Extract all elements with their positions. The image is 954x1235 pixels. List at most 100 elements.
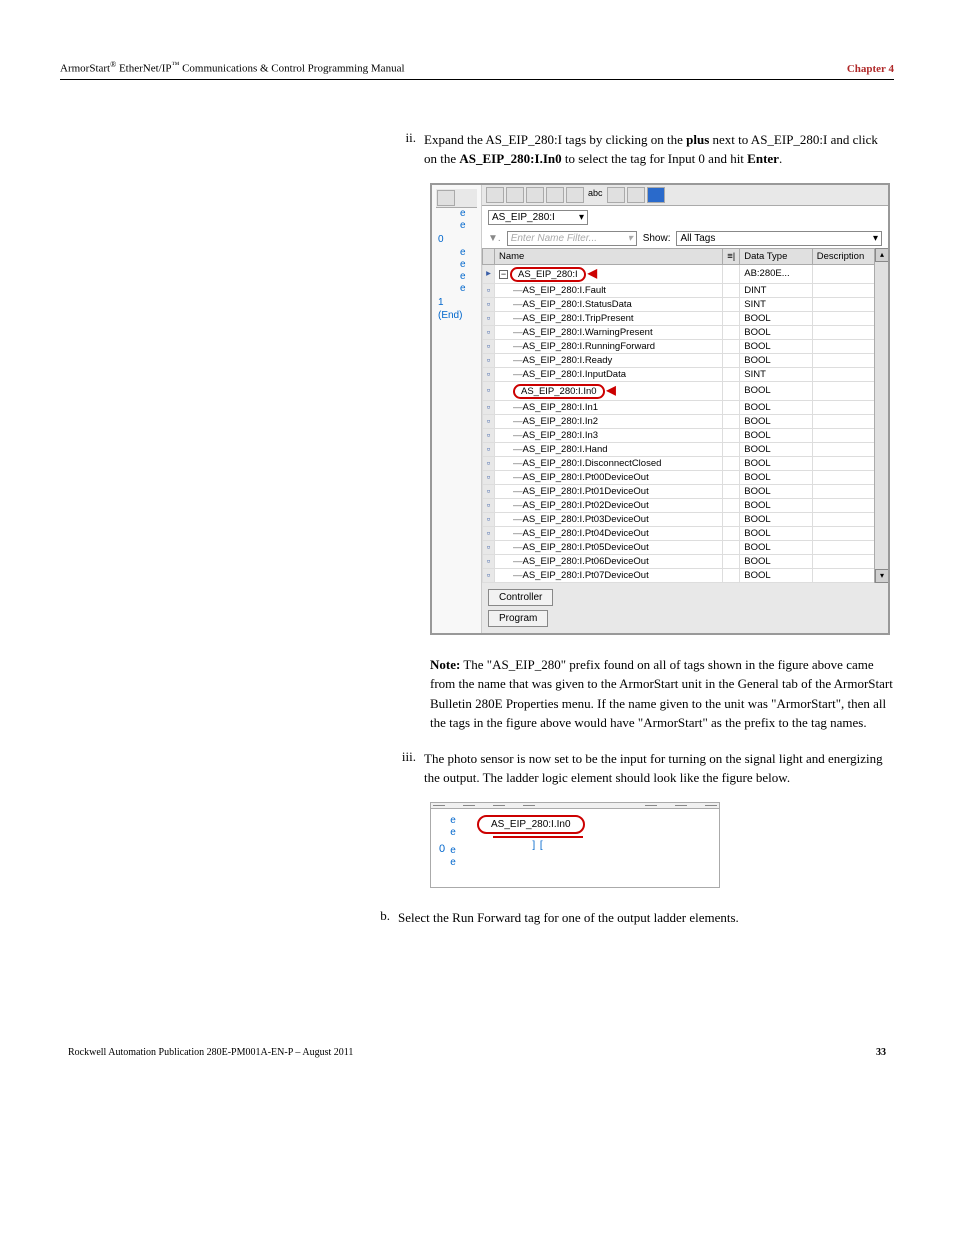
scroll-up-icon[interactable]: ▴ — [875, 248, 888, 262]
row-icon: ▫ — [483, 414, 495, 428]
step-b: b. Select the Run Forward tag for one of… — [374, 908, 894, 928]
show-dropdown[interactable]: All Tags ▾ — [676, 231, 882, 246]
tag-row[interactable]: ▫—AS_EIP_280:I.Pt07DeviceOutBOOL — [483, 568, 888, 582]
tag-name-cell: —AS_EIP_280:I.Pt00DeviceOut — [495, 470, 723, 484]
tool-icon — [493, 805, 505, 806]
filter-icon: ▼. — [488, 233, 501, 244]
toolbar-btn[interactable] — [647, 187, 665, 203]
tag-type-cell: BOOL — [740, 554, 812, 568]
toolbar-btn[interactable] — [486, 187, 504, 203]
tag-row-root[interactable]: ▸−AS_EIP_280:I◀AB:280E... — [483, 264, 888, 283]
rung-label: (End) — [438, 310, 477, 321]
scroll-down-icon[interactable]: ▾ — [875, 569, 888, 583]
tag-name-cell: —AS_EIP_280:I.Fault — [495, 283, 723, 297]
toolbar-btn[interactable] — [607, 187, 625, 203]
tag-row[interactable]: ▫—AS_EIP_280:I.Pt03DeviceOutBOOL — [483, 512, 888, 526]
tag-row[interactable]: ▫—AS_EIP_280:I.ReadyBOOL — [483, 353, 888, 367]
step-ii-bold-tag: AS_EIP_280:I.In0 — [459, 151, 561, 166]
tag-table-header: Name ≡| Data Type Description — [483, 248, 888, 264]
row-icon: ▫ — [483, 442, 495, 456]
tag-row[interactable]: ▫—AS_EIP_280:I.Pt05DeviceOut BOOL — [483, 540, 888, 554]
toolbar-btn[interactable] — [546, 187, 564, 203]
step-ii-bold-plus: plus — [686, 132, 709, 147]
scrollbar-vertical[interactable]: ▴ ▾ — [874, 248, 888, 583]
step-ii-a: Expand the AS_EIP_280:I tags by clicking… — [424, 132, 686, 147]
rung-margin: e e 0 e e — [435, 815, 471, 869]
chevron-down-icon: ▾ — [628, 233, 633, 244]
tag-row[interactable]: ▫—AS_EIP_280:I.WarningPresentBOOL — [483, 325, 888, 339]
tag-row[interactable]: ▫—AS_EIP_280:I.Pt01DeviceOutBOOL — [483, 484, 888, 498]
row-icon: ▫ — [483, 540, 495, 554]
tag-name-cell: —AS_EIP_280:I.Pt05DeviceOut — [495, 540, 723, 554]
tag-name-cell: —AS_EIP_280:I.In1 — [495, 400, 723, 414]
tag-row[interactable]: ▫—AS_EIP_280:I.FaultDINT — [483, 283, 888, 297]
e-marker: e — [460, 259, 477, 271]
tag-row[interactable]: ▫—AS_EIP_280:I.Pt02DeviceOutBOOL — [483, 498, 888, 512]
publication-id: Rockwell Automation Publication 280E-PM0… — [68, 1047, 353, 1058]
tag-name-cell: —AS_EIP_280:I.Pt07DeviceOut — [495, 568, 723, 582]
row-icon: ▫ — [483, 512, 495, 526]
e-marker: e — [460, 220, 477, 232]
header-title: ArmorStart® EtherNet/IP™ Communications … — [60, 60, 405, 75]
toolbar-btn[interactable] — [526, 187, 544, 203]
name-filter-input[interactable]: Enter Name Filter... ▾ — [507, 231, 637, 246]
tag-row[interactable]: ▫—AS_EIP_280:I.Pt00DeviceOutBOOL — [483, 470, 888, 484]
controller-button[interactable]: Controller — [488, 589, 553, 606]
col-sort[interactable]: ≡| — [723, 248, 740, 264]
row-icon: ▫ — [483, 568, 495, 582]
tag-type-cell: BOOL — [740, 484, 812, 498]
toolbar-btn[interactable] — [627, 187, 645, 203]
tag-name-cell: —AS_EIP_280:I.StatusData — [495, 297, 723, 311]
step-ii: ii. Expand the AS_EIP_280:I tags by clic… — [400, 130, 894, 169]
tag-name-cell: —AS_EIP_280:I.RunningForward — [495, 339, 723, 353]
tag-row[interactable]: ▫—AS_EIP_280:I.DisconnectClosedBOOL — [483, 456, 888, 470]
col-icon — [483, 248, 495, 264]
step-ii-c: to select the tag for Input 0 and hit — [562, 151, 748, 166]
tag-name-cell: —AS_EIP_280:I.WarningPresent — [495, 325, 723, 339]
tag-row[interactable]: ▫—AS_EIP_280:I.TripPresentBOOL — [483, 311, 888, 325]
tag-name-cell: —AS_EIP_280:I.Pt02DeviceOut — [495, 498, 723, 512]
tag-row[interactable]: ▫—AS_EIP_280:I.In3BOOL — [483, 428, 888, 442]
tag-row[interactable]: ▫—AS_EIP_280:I.In1BOOL — [483, 400, 888, 414]
rung-number: 0 — [439, 843, 445, 855]
tag-label: AS_EIP_280:I.In0 — [485, 818, 577, 831]
tag-type-cell: BOOL — [740, 540, 812, 554]
tag-toolbar: abc — [482, 185, 888, 206]
tag-row[interactable]: ▫—AS_EIP_280:I.HandBOOL — [483, 442, 888, 456]
toolbar-btn[interactable] — [506, 187, 524, 203]
tag-row[interactable]: ▫—AS_EIP_280:I.InputDataSINT — [483, 367, 888, 381]
e-marker: e — [460, 247, 477, 259]
tag-name-cell: —AS_EIP_280:I.DisconnectClosed — [495, 456, 723, 470]
tag-row[interactable]: ▫—AS_EIP_280:I.Pt04DeviceOutBOOL — [483, 526, 888, 540]
program-button[interactable]: Program — [488, 610, 548, 627]
tag-tree: Name ≡| Data Type Description ▸−AS_EIP_2… — [482, 248, 888, 583]
row-icon: ▫ — [483, 428, 495, 442]
row-icon: ▫ — [483, 311, 495, 325]
step-iii-text: The photo sensor is now set to be the in… — [424, 749, 894, 788]
page-header: ArmorStart® EtherNet/IP™ Communications … — [60, 60, 894, 80]
rung-label: 1 — [438, 297, 477, 308]
tag-row[interactable]: ▫—AS_EIP_280:I.Pt06DeviceOutBOOL — [483, 554, 888, 568]
tool-icon — [433, 805, 445, 806]
tag-type-cell: BOOL — [740, 456, 812, 470]
tag-name-cell: —AS_EIP_280:I.In3 — [495, 428, 723, 442]
step-ii-text: Expand the AS_EIP_280:I tags by clicking… — [424, 130, 894, 169]
step-b-text: Select the Run Forward tag for one of th… — [398, 908, 894, 928]
col-name[interactable]: Name — [495, 248, 723, 264]
e-marker: e — [460, 271, 477, 283]
row-icon: ▫ — [483, 283, 495, 297]
toolbar-btn[interactable] — [566, 187, 584, 203]
row-icon: ▫ — [483, 297, 495, 311]
tag-name-cell: −AS_EIP_280:I◀ — [495, 264, 723, 283]
tag-row[interactable]: ▫—AS_EIP_280:I.RunningForwardBOOL — [483, 339, 888, 353]
scope-dropdown[interactable]: AS_EIP_280:I ▾ — [488, 210, 588, 225]
tag-row[interactable]: ▫—AS_EIP_280:I.StatusDataSINT — [483, 297, 888, 311]
xic-contact: ] [ — [493, 840, 583, 851]
step-b-num: b. — [374, 908, 398, 928]
tag-row[interactable]: ▫AS_EIP_280:I.In0◀BOOL — [483, 381, 888, 400]
tag-type-cell: BOOL — [740, 526, 812, 540]
chevron-down-icon: ▾ — [873, 233, 878, 244]
col-datatype[interactable]: Data Type — [740, 248, 812, 264]
page-number: 33 — [876, 1047, 886, 1058]
tag-row[interactable]: ▫—AS_EIP_280:I.In2BOOL — [483, 414, 888, 428]
